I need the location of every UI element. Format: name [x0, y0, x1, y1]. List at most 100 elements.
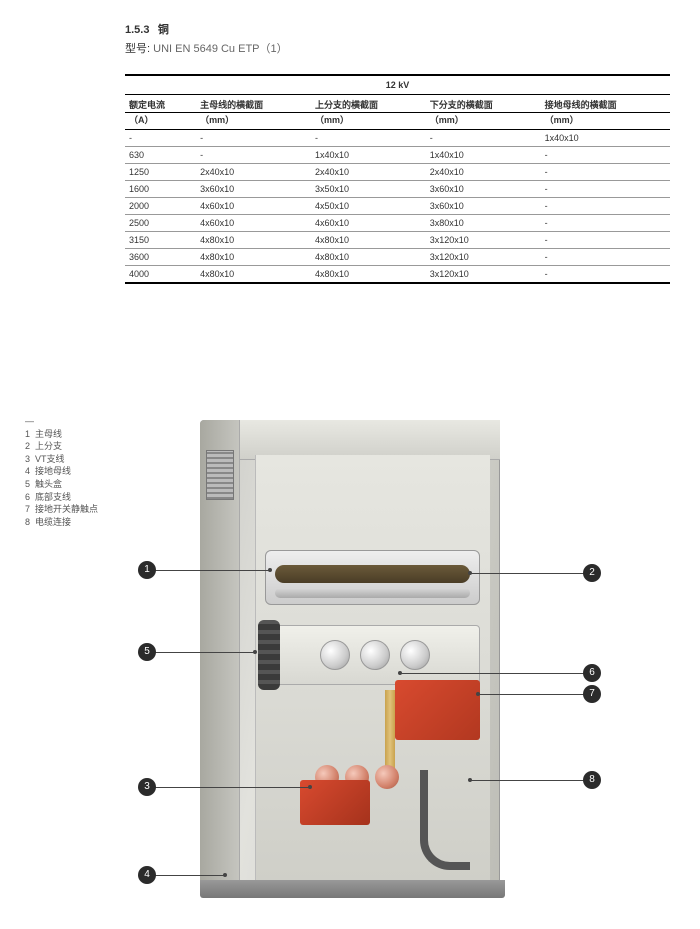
legend-item: 2上分支 — [25, 440, 98, 453]
table-cell: 4x80x10 — [196, 266, 311, 284]
table-cell: - — [196, 130, 311, 147]
table-col-title: 主母线的横截面 — [196, 95, 311, 113]
legend-text: 接地开关静触点 — [35, 504, 98, 514]
table-cell: - — [196, 147, 311, 164]
table-row: 40004x80x104x80x103x120x10- — [125, 266, 670, 284]
table-cell: 1x40x10 — [311, 147, 426, 164]
legend-list: 1主母线2上分支3VT支线4接地母线5触头盒6底部支线7接地开关静触点8电缆连接 — [25, 428, 98, 529]
table-row: 20004x60x104x50x103x60x10- — [125, 198, 670, 215]
table-cell: 4x60x10 — [196, 215, 311, 232]
callout-6: 6 — [583, 664, 601, 682]
table-cell: 4x50x10 — [311, 198, 426, 215]
table-cell: - — [541, 181, 670, 198]
section-number: 1.5.3 — [125, 24, 149, 36]
leader-dot-4 — [223, 873, 227, 877]
table-cell: - — [541, 198, 670, 215]
table-col-title: 上分支的横截面 — [311, 95, 426, 113]
table-cell: 4x60x10 — [311, 215, 426, 232]
table-cell: - — [541, 249, 670, 266]
legend-dash: — — [25, 415, 98, 428]
leader-dot-6 — [398, 671, 402, 675]
leader-dot-2 — [468, 571, 472, 575]
cabinet-base — [200, 880, 505, 898]
table-row: 25004x60x104x60x103x80x10- — [125, 215, 670, 232]
table-col-unit: （mm） — [311, 113, 426, 130]
callout-1: 1 — [138, 561, 156, 579]
leader-4 — [155, 875, 225, 876]
cable-run — [420, 770, 470, 870]
bushing-3 — [400, 640, 430, 670]
leader-2 — [470, 573, 585, 574]
table-col-unit: （mm） — [541, 113, 670, 130]
legend-item: 3VT支线 — [25, 453, 98, 466]
table-cell: 2000 — [125, 198, 196, 215]
bushing-2 — [360, 640, 390, 670]
table-row: 12502x40x102x40x102x40x10- — [125, 164, 670, 181]
table-cell: 4x60x10 — [196, 198, 311, 215]
table-cell: 3x80x10 — [426, 215, 541, 232]
callout-8: 8 — [583, 771, 601, 789]
legend-num: 8 — [25, 516, 35, 529]
legend-num: 6 — [25, 491, 35, 504]
table-cell: 1250 — [125, 164, 196, 181]
table-row: 630-1x40x101x40x10- — [125, 147, 670, 164]
legend-num: 7 — [25, 503, 35, 516]
table-cell: - — [541, 232, 670, 249]
ct-block — [395, 680, 480, 740]
table-cell: 4x80x10 — [311, 232, 426, 249]
leader-dot-1 — [268, 568, 272, 572]
legend-num: 1 — [25, 428, 35, 441]
diagram-legend: — 1主母线2上分支3VT支线4接地母线5触头盒6底部支线7接地开关静触点8电缆… — [25, 415, 98, 528]
leader-dot-8 — [468, 778, 472, 782]
leader-dot-7 — [476, 692, 480, 696]
leader-8 — [470, 780, 585, 781]
legend-num: 3 — [25, 453, 35, 466]
table-col-title: 下分支的横截面 — [426, 95, 541, 113]
table-cell: - — [541, 215, 670, 232]
model-line: 型号: UNI EN 5649 Cu ETP（1） — [125, 40, 670, 56]
leader-6 — [400, 673, 585, 674]
table-cell: 3x60x10 — [426, 198, 541, 215]
table-cell: 3600 — [125, 249, 196, 266]
table-col-title: 额定电流 — [125, 95, 196, 113]
table-cell: 2500 — [125, 215, 196, 232]
table-cell: 4000 — [125, 266, 196, 284]
table-col-unit: （mm） — [426, 113, 541, 130]
table-cell: 2x40x10 — [196, 164, 311, 181]
legend-item: 6底部支线 — [25, 491, 98, 504]
table-cell: 1x40x10 — [541, 130, 670, 147]
legend-item: 1主母线 — [25, 428, 98, 441]
table-row: 31504x80x104x80x103x120x10- — [125, 232, 670, 249]
table-header-row: 额定电流主母线的横截面上分支的横截面下分支的横截面接地母线的横截面 — [125, 95, 670, 113]
table-cell: - — [541, 164, 670, 181]
leader-3 — [155, 787, 310, 788]
leader-dot-5 — [253, 650, 257, 654]
table-cell: 4x80x10 — [196, 249, 311, 266]
table-cell: 3x120x10 — [426, 266, 541, 284]
table-cell: 3150 — [125, 232, 196, 249]
table-cell: 2x40x10 — [311, 164, 426, 181]
table-cell: - — [311, 130, 426, 147]
table-cell: - — [426, 130, 541, 147]
callout-2: 2 — [583, 564, 601, 582]
table-cell: - — [541, 147, 670, 164]
table-cell: 4x80x10 — [311, 266, 426, 284]
voltage-header: 12 kV — [125, 75, 670, 95]
vt-bushing-3 — [375, 765, 399, 789]
vent-grille — [206, 450, 234, 500]
table-row: ----1x40x10 — [125, 130, 670, 147]
table-cell: 1x40x10 — [426, 147, 541, 164]
legend-item: 8电缆连接 — [25, 516, 98, 529]
legend-text: 上分支 — [35, 441, 62, 451]
table-cell: 3x60x10 — [426, 181, 541, 198]
legend-num: 2 — [25, 440, 35, 453]
section-header: 1.5.3 铜 型号: UNI EN 5649 Cu ETP（1） — [125, 20, 670, 56]
table-col-title: 接地母线的横截面 — [541, 95, 670, 113]
insulator — [258, 620, 280, 690]
table-cell: 1600 — [125, 181, 196, 198]
table-cell: 630 — [125, 147, 196, 164]
table-col-unit: （A） — [125, 113, 196, 130]
legend-item: 4接地母线 — [25, 465, 98, 478]
table-cell: 2x40x10 — [426, 164, 541, 181]
table-row: 16003x60x103x50x103x60x10- — [125, 181, 670, 198]
